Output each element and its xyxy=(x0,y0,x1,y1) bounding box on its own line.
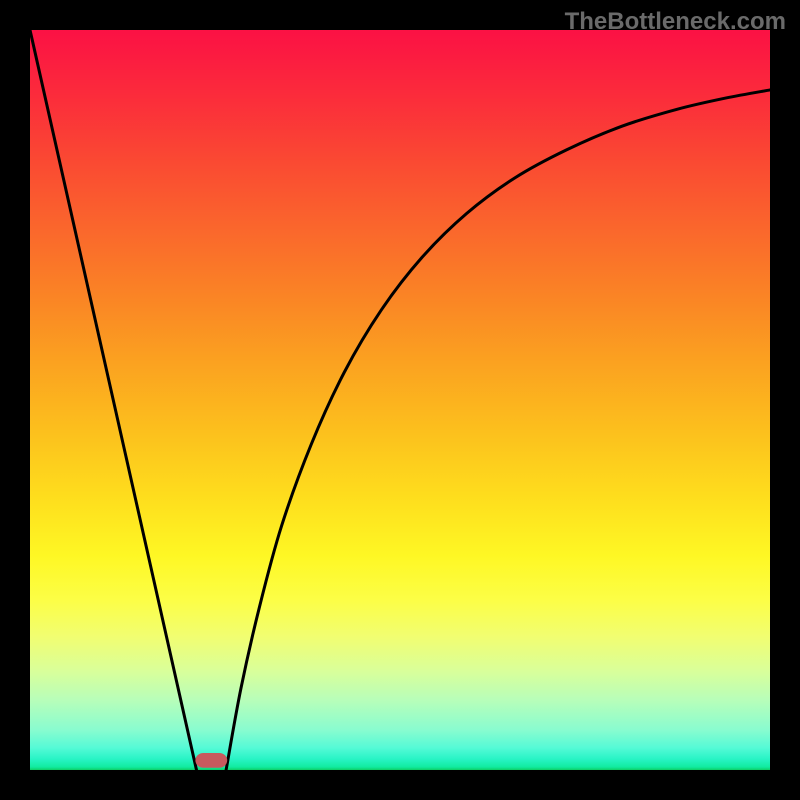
watermark-text: TheBottleneck.com xyxy=(565,8,786,36)
plot-background xyxy=(30,30,770,770)
bottleneck-marker xyxy=(195,753,227,768)
chart-svg xyxy=(0,0,800,800)
chart-frame: TheBottleneck.com xyxy=(0,0,800,800)
